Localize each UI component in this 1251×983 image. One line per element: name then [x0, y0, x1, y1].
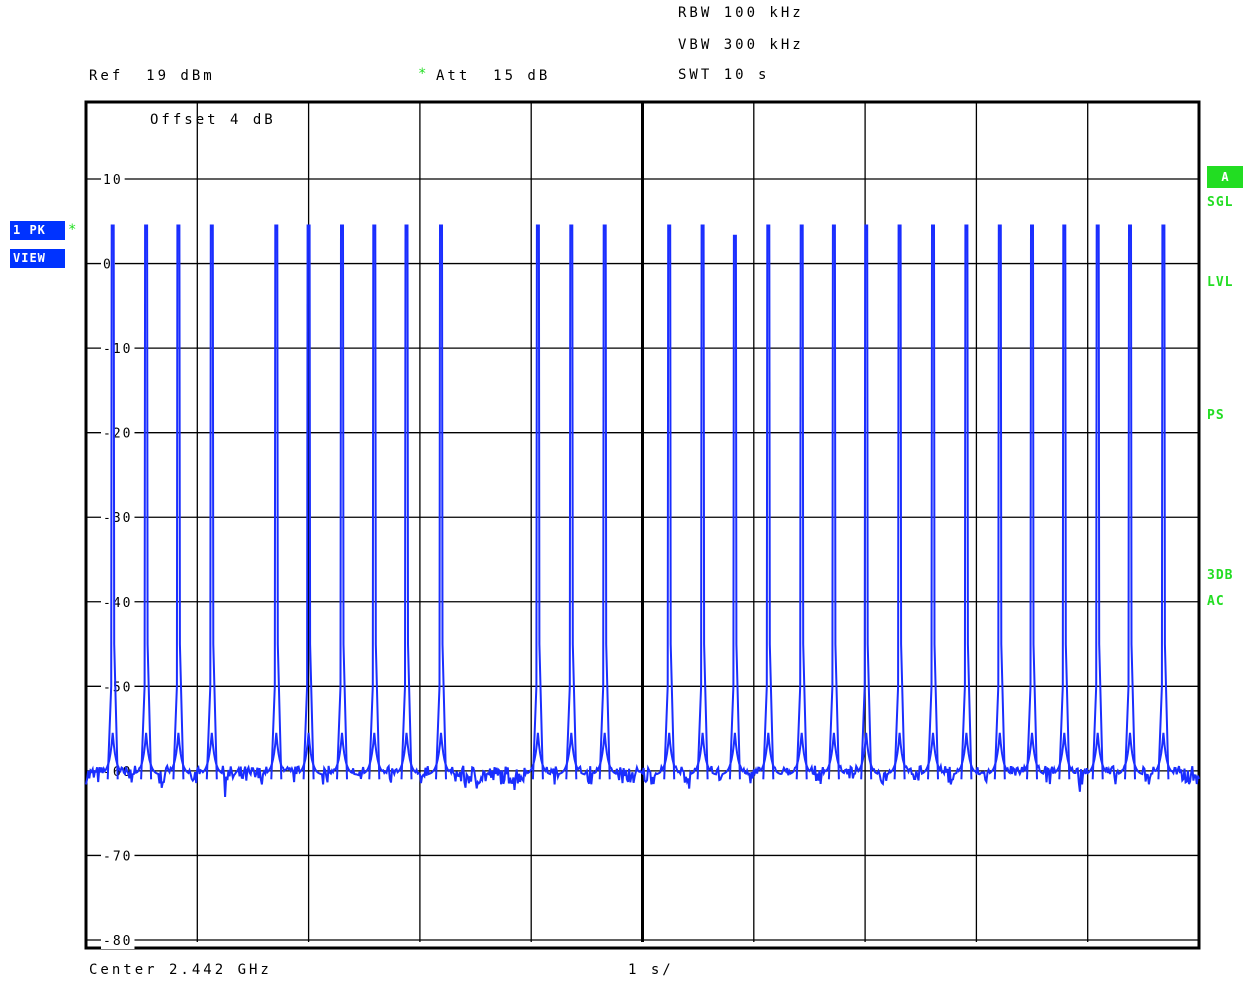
rbw-label: RBW 100 kHz	[678, 5, 804, 21]
burst-peak	[172, 224, 185, 780]
vbw-label: VBW 300 kHz	[678, 37, 804, 53]
burst-peak	[827, 224, 840, 780]
y-tick-label: -40	[103, 596, 132, 611]
burst-peak	[302, 224, 315, 780]
burst-peak	[993, 224, 1006, 780]
burst-peak	[435, 224, 447, 780]
3db-status: 3DB	[1207, 568, 1234, 583]
burst-peak	[205, 224, 218, 780]
y-tick-label: -50	[103, 680, 132, 695]
y-tick-label: -20	[103, 427, 132, 442]
burst-peak	[1124, 224, 1136, 780]
ref-level-label: Ref 19 dBm	[89, 68, 215, 84]
burst-peak	[270, 224, 283, 780]
trace-view-flag: VIEW	[10, 249, 65, 268]
burst-peak	[1058, 224, 1071, 780]
burst-peak	[795, 224, 808, 780]
burst-peak	[336, 224, 348, 780]
y-tick-labels: 100-10-20-30-40-50-60-70-80	[101, 173, 135, 949]
burst-marks	[106, 224, 1170, 780]
swt-label: SWT 10 s	[678, 67, 770, 83]
ac-status: AC	[1207, 594, 1225, 609]
y-tick-label: 10	[103, 173, 123, 188]
burst-peak	[1157, 224, 1170, 780]
burst-peak	[368, 224, 381, 780]
attenuation-label: Att 15 dB	[436, 68, 551, 84]
burst-peak	[140, 224, 153, 780]
trace-detector-flag: 1 PK	[10, 221, 65, 240]
burst-peak	[893, 224, 906, 780]
burst-peak	[696, 224, 709, 780]
burst-peak	[1026, 224, 1038, 780]
center-frequency-label: Center 2.442 GHz	[89, 962, 272, 978]
sgl-status: SGL	[1207, 195, 1234, 210]
burst-peak	[927, 224, 939, 780]
y-tick-label: -80	[103, 934, 132, 949]
burst-peak	[400, 224, 413, 780]
burst-peak	[762, 224, 775, 780]
att-modified-star: *	[418, 66, 427, 82]
y-tick-label: -10	[103, 342, 132, 357]
burst-peak	[728, 234, 741, 780]
y-tick-label: 0	[103, 258, 113, 273]
burst-peak	[1091, 224, 1104, 780]
burst-peak	[565, 224, 578, 780]
lvl-status: LVL	[1207, 275, 1234, 290]
burst-peak	[860, 224, 873, 780]
trace-a-badge: A	[1207, 166, 1243, 188]
y-tick-label: -30	[103, 511, 132, 526]
burst-peak	[531, 224, 544, 780]
trace-modified-star: *	[68, 222, 77, 238]
burst-peak	[598, 224, 611, 780]
offset-label: Offset 4 dB	[150, 112, 276, 128]
burst-peak	[663, 224, 676, 780]
burst-peak	[960, 224, 973, 780]
time-per-division-label: 1 s/	[628, 962, 674, 978]
ps-status: PS	[1207, 408, 1225, 423]
y-tick-label: -70	[103, 849, 132, 864]
burst-peak	[106, 224, 119, 780]
